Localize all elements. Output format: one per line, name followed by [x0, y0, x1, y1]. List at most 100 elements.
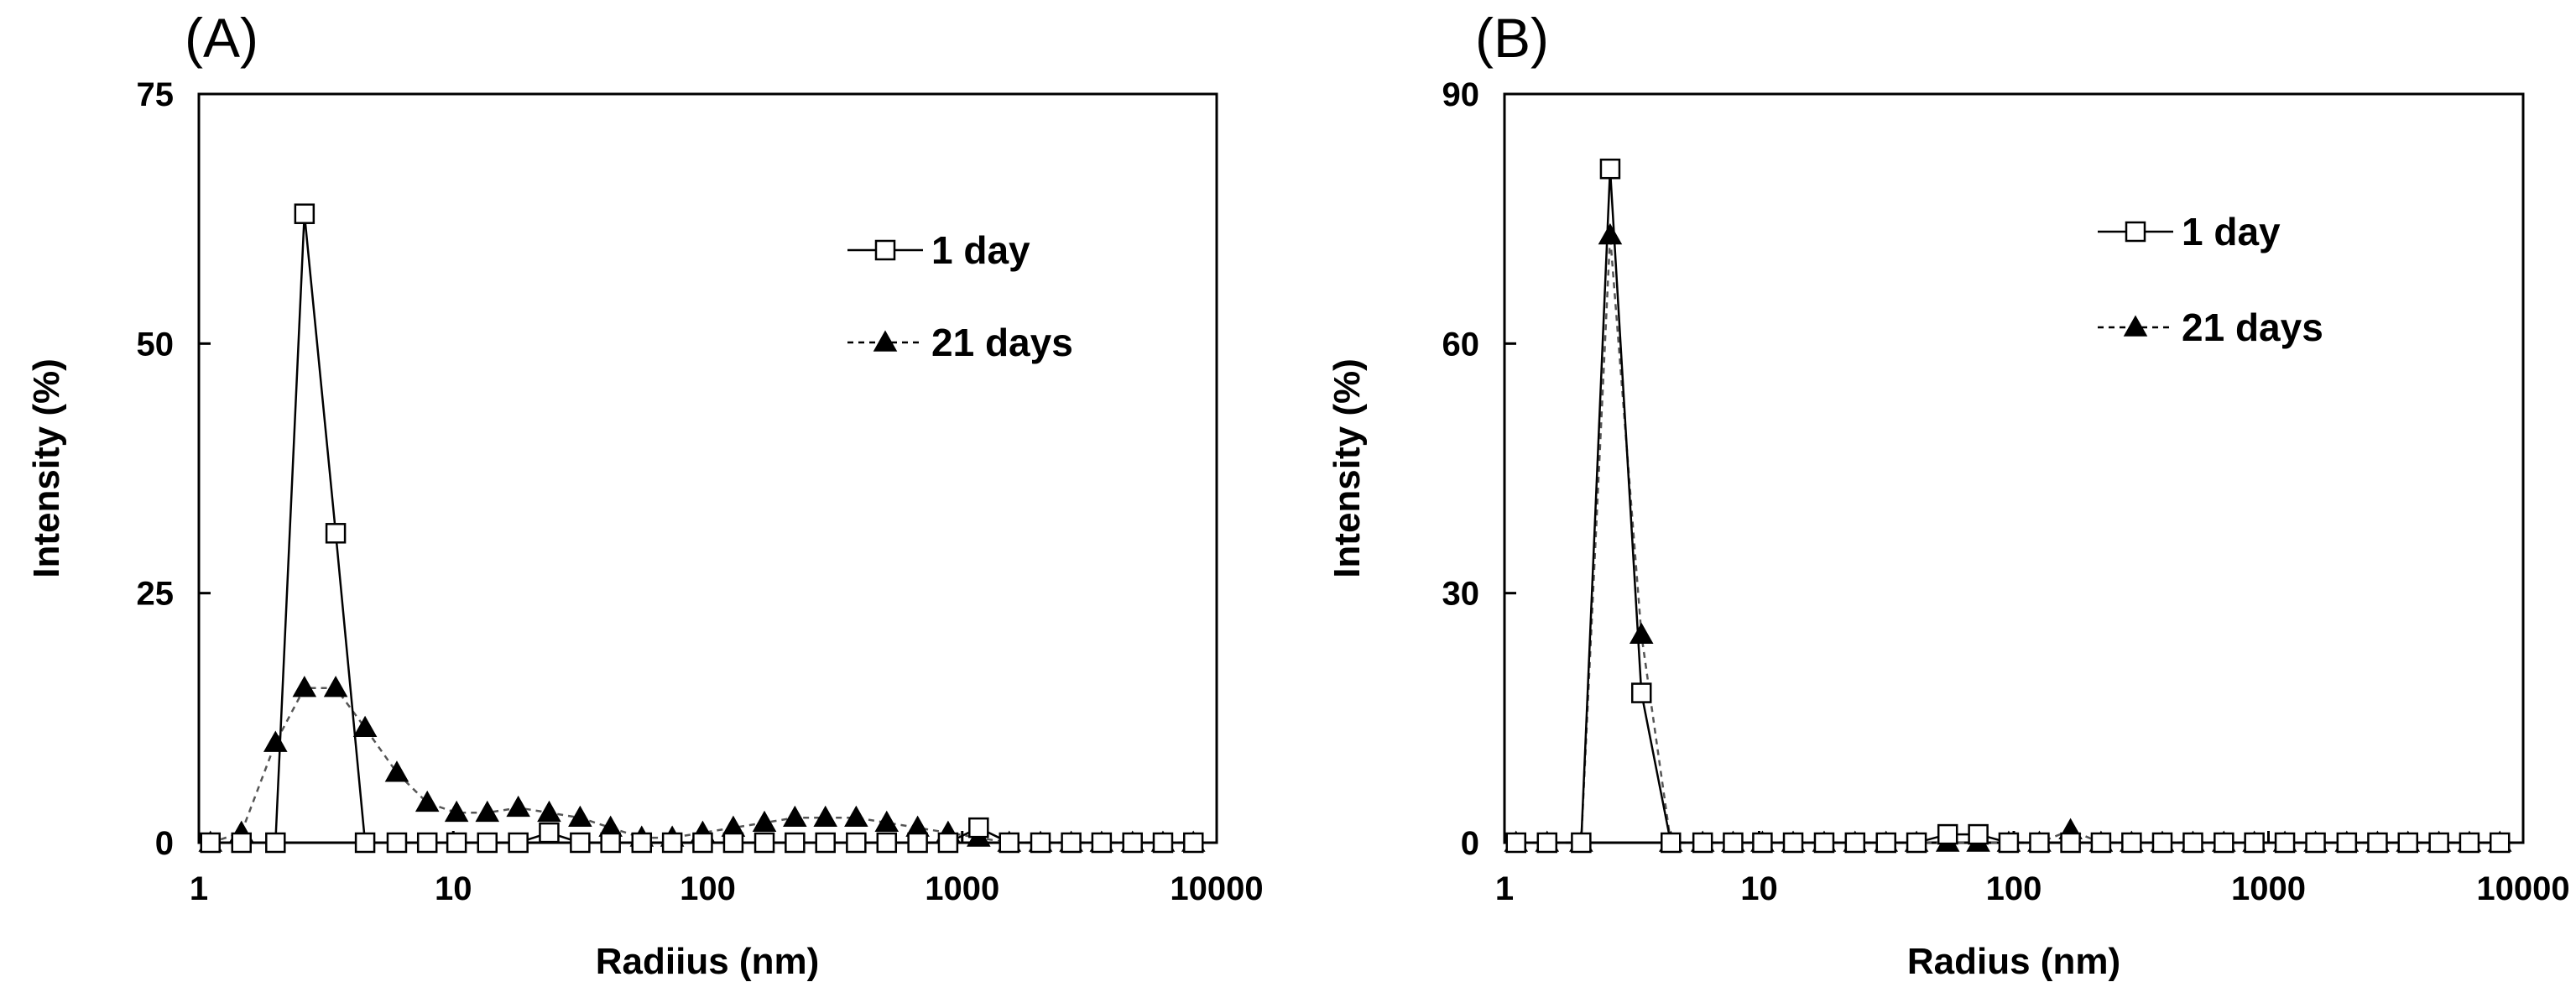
- data-point: [754, 832, 775, 854]
- data-point: [2336, 832, 2358, 854]
- panel-label: (B): [1475, 7, 1549, 69]
- data-point: [2029, 832, 2050, 854]
- x-tick-label: 10: [435, 870, 472, 907]
- data-point: [292, 676, 317, 697]
- data-point: [2305, 832, 2326, 854]
- y-tick-label: 75: [137, 76, 175, 113]
- data-point: [446, 832, 467, 854]
- data-point: [265, 832, 286, 854]
- x-tick-label: 1: [190, 870, 208, 907]
- panel-label: (A): [185, 7, 258, 69]
- y-tick-label: 50: [137, 326, 175, 363]
- data-point: [1937, 823, 1958, 845]
- data-point: [1692, 832, 1713, 854]
- data-point: [1061, 832, 1082, 854]
- data-point: [1906, 832, 1927, 854]
- data-point: [1598, 222, 1623, 245]
- data-point: [631, 832, 653, 854]
- data-point: [783, 805, 807, 828]
- data-point: [1091, 832, 1113, 854]
- legend-label: 21 days: [2182, 306, 2323, 349]
- data-point: [722, 832, 744, 854]
- x-tick-label: 100: [1986, 870, 2042, 907]
- legend-label: 1 day: [931, 228, 1030, 272]
- y-axis-title: Intensity (%): [1327, 358, 1368, 578]
- data-point: [508, 832, 529, 854]
- series-twenty-one-days: [198, 676, 1206, 852]
- panel-a-chart: (A) 0 25 50 75 1 10 100 1000 10000 Radiius (nm) Int…: [26, 7, 1264, 982]
- panel-b-chart: (B) 0 30 60 90 1 10 100 1000 10000 Radius (nm) Inte…: [1327, 7, 2570, 982]
- data-point: [263, 730, 288, 752]
- y-tick-label: 90: [1442, 76, 1480, 113]
- legend-label: 21 days: [931, 321, 1073, 364]
- data-point: [2244, 832, 2265, 854]
- series-line: [1515, 235, 2500, 844]
- x-axis-title: Radius (nm): [1907, 941, 2120, 982]
- data-point: [384, 760, 409, 782]
- data-point: [661, 832, 683, 854]
- data-point: [1599, 158, 1621, 180]
- x-tick-label: 1: [1495, 870, 1514, 907]
- data-point: [2060, 832, 2081, 854]
- data-point: [1661, 832, 1682, 854]
- data-point: [846, 832, 867, 854]
- data-point: [1571, 832, 1592, 854]
- data-point: [874, 810, 900, 832]
- data-point: [813, 805, 838, 828]
- data-point: [537, 800, 561, 823]
- data-point: [1182, 832, 1204, 854]
- data-point: [354, 832, 376, 854]
- data-point: [352, 715, 378, 737]
- data-point: [876, 832, 898, 854]
- data-point: [2214, 832, 2234, 854]
- data-point: [1782, 832, 1804, 854]
- data-point: [294, 203, 315, 224]
- data-point: [477, 832, 498, 854]
- data-point: [2367, 832, 2388, 854]
- data-point: [539, 822, 560, 844]
- data-point: [2459, 832, 2480, 854]
- data-point: [2090, 832, 2112, 854]
- data-point: [1844, 832, 1866, 854]
- x-tick-label: 10000: [2476, 870, 2569, 907]
- x-tick-label: 10: [1740, 870, 1778, 907]
- data-point: [506, 795, 530, 818]
- x-axis-title: Radiius (nm): [596, 941, 819, 982]
- legend-marker: [2125, 221, 2146, 243]
- data-point: [907, 832, 928, 854]
- legend-marker: [874, 239, 896, 261]
- data-point: [1030, 832, 1051, 854]
- data-point: [1629, 622, 1654, 644]
- series-one-day: [1505, 158, 2511, 854]
- x-tick-label: 10000: [1170, 870, 1263, 907]
- data-point: [785, 832, 806, 854]
- data-point: [323, 676, 348, 697]
- data-point: [1152, 832, 1174, 854]
- y-tick-label: 60: [1442, 326, 1480, 363]
- data-point: [2274, 832, 2296, 854]
- data-point: [2182, 832, 2203, 854]
- data-point: [1998, 832, 2020, 854]
- legend: 1 day 21 days: [2098, 210, 2323, 349]
- data-point: [600, 832, 621, 854]
- data-point: [2121, 832, 2142, 854]
- data-point: [325, 523, 347, 544]
- x-tick-label: 1000: [2231, 870, 2306, 907]
- data-point: [386, 832, 408, 854]
- data-point: [570, 832, 591, 854]
- y-tick-label: 25: [137, 576, 175, 613]
- data-point: [1968, 823, 1989, 845]
- x-tick-label: 1000: [925, 870, 999, 907]
- legend-label: 1 day: [2182, 210, 2281, 253]
- legend-marker: [873, 330, 898, 352]
- x-tick-label: 100: [680, 870, 736, 907]
- y-tick-label: 30: [1442, 576, 1480, 613]
- data-point: [1723, 832, 1744, 854]
- y-tick-label: 0: [155, 825, 174, 862]
- data-point: [1536, 832, 1558, 854]
- data-point: [200, 832, 221, 854]
- data-point: [1122, 832, 1143, 854]
- legend: 1 day 21 days: [847, 228, 1073, 364]
- series-line: [210, 213, 1194, 844]
